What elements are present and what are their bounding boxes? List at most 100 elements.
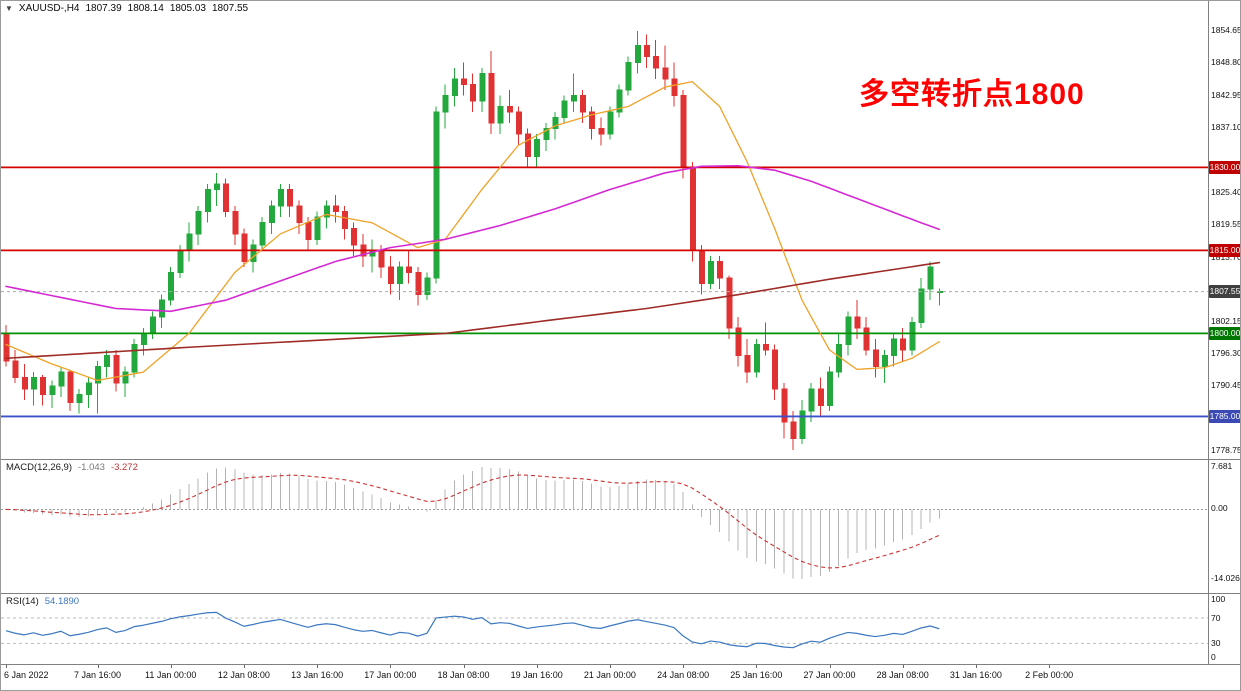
price-tick-label: 1802.15 bbox=[1211, 315, 1241, 326]
time-tick-mark bbox=[609, 665, 611, 668]
time-tick-label: 17 Jan 00:00 bbox=[364, 670, 417, 680]
time-tick-mark bbox=[975, 665, 977, 668]
candle bbox=[653, 40, 660, 79]
time-tick-label: 21 Jan 00:00 bbox=[583, 670, 636, 680]
time-tick-label: 31 Jan 16:00 bbox=[949, 670, 1002, 680]
price-tick-label: 1796.30 bbox=[1211, 347, 1241, 358]
price-tick-label: 1854.65 bbox=[1211, 25, 1241, 35]
candle bbox=[561, 95, 568, 124]
ma-slow-line bbox=[5, 261, 941, 360]
time-tick-label: 12 Jan 08:00 bbox=[217, 670, 270, 680]
candle bbox=[314, 211, 321, 245]
chart-plot[interactable] bbox=[1, 1, 1208, 664]
time-tick-label: 24 Jan 08:00 bbox=[657, 670, 710, 680]
candle bbox=[918, 278, 925, 328]
candle bbox=[250, 239, 257, 273]
candle bbox=[186, 222, 193, 262]
candle bbox=[396, 261, 403, 301]
candle bbox=[671, 62, 678, 107]
price-level-badge-support-1800: 1800.00 bbox=[1209, 326, 1241, 340]
candle bbox=[881, 350, 888, 384]
candle bbox=[753, 338, 760, 378]
candle bbox=[762, 322, 769, 356]
candle bbox=[506, 89, 513, 124]
candle bbox=[799, 399, 806, 445]
candle bbox=[85, 377, 92, 409]
rsi-line bbox=[5, 611, 940, 649]
time-tick-label: 11 Jan 00:00 bbox=[144, 670, 197, 680]
ma-mid-line bbox=[5, 164, 941, 313]
candle bbox=[21, 363, 28, 400]
rsi-axis-label: 30 bbox=[1211, 638, 1221, 649]
time-tick-mark bbox=[170, 665, 172, 668]
ohlc-close-value: 1807.55 bbox=[211, 3, 249, 14]
candle bbox=[470, 73, 477, 113]
candle bbox=[936, 288, 943, 306]
macd-name: MACD(12,26,9) bbox=[6, 462, 72, 473]
time-tick-label: 6 Jan 2022 bbox=[4, 670, 49, 680]
candle bbox=[342, 206, 349, 240]
time-tick-label: 13 Jan 16:00 bbox=[291, 670, 344, 680]
time-tick-label: 19 Jan 16:00 bbox=[510, 670, 563, 680]
candle bbox=[634, 31, 641, 74]
candle bbox=[49, 380, 56, 409]
price-tick-label: 1825.40 bbox=[1211, 186, 1241, 197]
candle bbox=[149, 311, 156, 339]
candle bbox=[232, 206, 239, 245]
candle bbox=[241, 228, 248, 268]
candle bbox=[278, 184, 284, 218]
time-tick-label: 2 Feb 00:00 bbox=[1025, 670, 1074, 680]
candle bbox=[497, 95, 504, 135]
rsi-axis-label: 100 bbox=[1211, 594, 1226, 605]
candle bbox=[204, 184, 211, 223]
time-tick-label: 18 Jan 08:00 bbox=[437, 670, 490, 680]
candle bbox=[140, 327, 147, 356]
price-tick-label: 1819.55 bbox=[1211, 219, 1241, 230]
rsi-axis-label: 0 bbox=[1211, 652, 1216, 662]
macd-indicator-label: MACD(12,26,9) -1.043 -3.272 bbox=[6, 462, 138, 473]
time-tick-label: 27 Jan 00:00 bbox=[803, 670, 856, 680]
time-tick-mark bbox=[97, 665, 99, 668]
time-tick-mark bbox=[536, 665, 538, 668]
rsi-value: 54.1890 bbox=[44, 596, 80, 607]
candle bbox=[12, 350, 19, 384]
macd-signal-line bbox=[5, 474, 940, 569]
ohlc-high-value: 1808.14 bbox=[127, 3, 164, 14]
candle bbox=[424, 272, 431, 301]
candle bbox=[735, 316, 742, 367]
candle bbox=[863, 316, 870, 356]
candle bbox=[415, 267, 422, 306]
candle bbox=[808, 383, 815, 422]
candle bbox=[387, 255, 394, 295]
rsi-axis-label: 70 bbox=[1211, 613, 1221, 623]
candle bbox=[589, 106, 596, 140]
candle bbox=[30, 372, 37, 406]
macd-histogram bbox=[14, 467, 940, 579]
price-tick-label: 1848.80 bbox=[1211, 57, 1241, 68]
candle bbox=[515, 106, 522, 146]
candle bbox=[909, 316, 916, 356]
time-tick-mark bbox=[756, 665, 758, 668]
macd-axis-max: 7.681 bbox=[1211, 461, 1233, 471]
current-price-badge: 1807.55 bbox=[1209, 285, 1241, 299]
candle bbox=[772, 344, 779, 400]
candle bbox=[891, 333, 898, 367]
price-tick-label: 1837.10 bbox=[1211, 122, 1241, 133]
time-axis: 6 Jan 2022 7 Jan 16:00 11 Jan 00:00 12 Jan … bbox=[1, 664, 1240, 690]
candle bbox=[213, 172, 220, 207]
candle bbox=[698, 244, 705, 295]
candle bbox=[525, 128, 532, 168]
price-level-badge-resistance-1815: 1815.00 bbox=[1209, 243, 1241, 257]
candle bbox=[95, 361, 101, 414]
candle bbox=[625, 56, 632, 96]
dropdown-arrow-icon[interactable]: ▼ bbox=[5, 4, 13, 13]
time-tick-mark bbox=[829, 665, 831, 668]
candle bbox=[168, 267, 175, 306]
candle bbox=[854, 300, 861, 339]
time-tick-mark bbox=[317, 665, 319, 668]
candle bbox=[131, 338, 138, 378]
time-tick-mark bbox=[463, 665, 465, 668]
price-level-badge-resistance-1830: 1830.00 bbox=[1209, 160, 1241, 174]
price-axis-separator bbox=[1208, 1, 1209, 664]
